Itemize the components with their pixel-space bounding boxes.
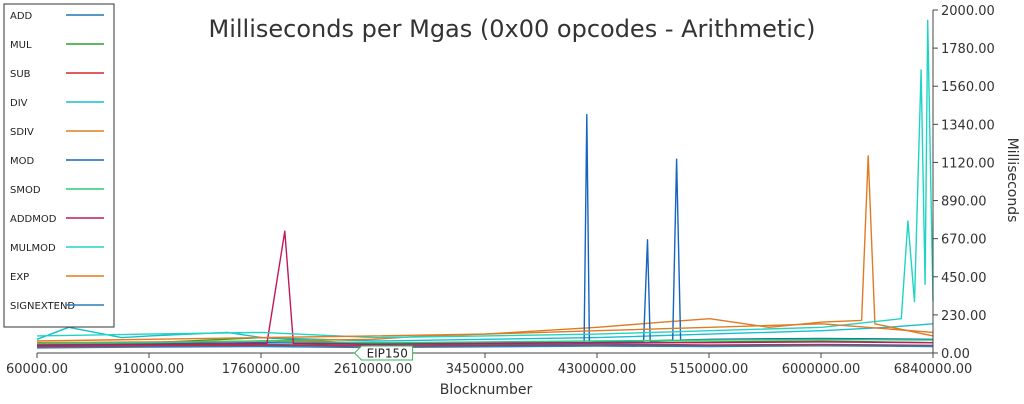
x-tick-label: 6840000.00 xyxy=(894,362,973,377)
legend-label: SIGNEXTEND xyxy=(10,301,75,312)
y-tick-label: 1120.00 xyxy=(941,156,995,171)
y-axis-label: Milliseconds xyxy=(1004,138,1020,223)
series-line-mod xyxy=(36,113,934,346)
series-line-mulmod xyxy=(36,19,934,339)
series-line-exp xyxy=(36,323,934,342)
x-axis-label: Blocknumber xyxy=(440,382,533,398)
legend-label: SUB xyxy=(10,69,31,80)
legend-item-mod[interactable]: MOD xyxy=(10,156,104,167)
annotation-box xyxy=(353,345,414,361)
y-tick-label: 1780.00 xyxy=(941,42,995,57)
legend-label: MOD xyxy=(10,156,34,167)
x-tick-label: 2610000.00 xyxy=(334,362,413,377)
legend-item-sub[interactable]: SUB xyxy=(10,69,104,80)
series-line-sdiv xyxy=(36,155,934,344)
annotation-label: EIP150 xyxy=(367,347,408,361)
annotations: EIP150 xyxy=(353,345,414,361)
y-tick-label: 230.00 xyxy=(941,309,987,324)
series-line-addmod xyxy=(36,230,934,346)
y-tick-label: 0.00 xyxy=(941,347,970,362)
x-tick-label: 60000.00 xyxy=(6,362,68,377)
legend-label: ADD xyxy=(10,11,33,22)
legend-item-add[interactable]: ADD xyxy=(10,11,104,22)
legend-item-mul[interactable]: MUL xyxy=(10,40,104,51)
y-tick-label: 890.00 xyxy=(941,195,987,210)
legend-item-mulmod[interactable]: MULMOD xyxy=(10,243,104,254)
x-tick-label: 3450000.00 xyxy=(446,362,525,377)
legend-label: EXP xyxy=(10,272,29,283)
axes: 60000.00 910000.00 1760000.00 2610000.00 345… xyxy=(6,4,995,377)
y-tick-label: 2000.00 xyxy=(941,4,995,19)
series-line-sub xyxy=(36,344,934,348)
legend-item-sdiv[interactable]: SDIV xyxy=(10,127,104,138)
legend-label: MULMOD xyxy=(10,243,56,254)
legend-box xyxy=(3,3,115,328)
x-tick-label: 910000.00 xyxy=(114,362,184,377)
y-tick-label: 1560.00 xyxy=(941,80,995,95)
legend-label: SMOD xyxy=(10,185,41,196)
series-lines xyxy=(36,19,934,349)
x-tick-label: 5150000.00 xyxy=(670,362,749,377)
legend-item-smod[interactable]: SMOD xyxy=(10,185,104,196)
annotation-marker: EIP150 xyxy=(353,345,414,361)
legend-label: SDIV xyxy=(10,127,34,138)
legend-item-exp[interactable]: EXP xyxy=(10,272,104,283)
legend-label: MUL xyxy=(10,40,32,51)
x-tick-label: 4300000.00 xyxy=(558,362,637,377)
legend-label: ADDMOD xyxy=(10,214,57,225)
legend-item-signextend[interactable]: SIGNEXTEND xyxy=(10,301,104,312)
x-tick-label: 6000000.00 xyxy=(782,362,861,377)
series-line-smod xyxy=(36,338,934,345)
legend[interactable]: ADD MUL SUB DIV SDIV MOD SMOD ADDMOD MULMOD EXP SI… xyxy=(3,3,115,328)
x-tick-label: 1760000.00 xyxy=(222,362,301,377)
y-tick-label: 450.00 xyxy=(941,271,987,286)
y-tick-label: 1340.00 xyxy=(941,118,995,133)
legend-item-div[interactable]: DIV xyxy=(10,98,104,109)
legend-item-addmod[interactable]: ADDMOD xyxy=(10,214,104,225)
legend-label: DIV xyxy=(10,98,28,109)
chart-title: Milliseconds per Mgas (0x00 opcodes - Ar… xyxy=(209,15,816,43)
series-line-div xyxy=(36,323,934,342)
y-tick-label: 670.00 xyxy=(941,233,987,248)
series-line-signextend xyxy=(36,345,934,349)
